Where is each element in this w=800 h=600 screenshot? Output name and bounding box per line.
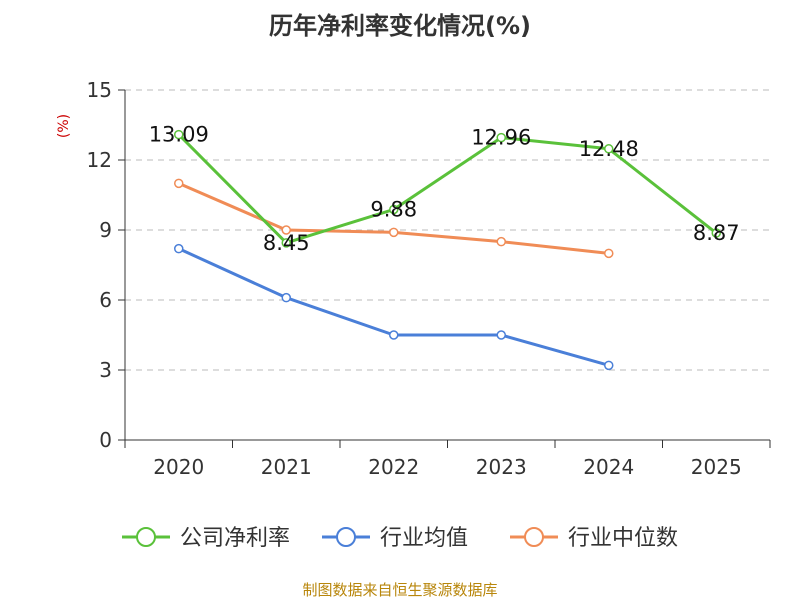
data-label: 9.88 bbox=[370, 197, 417, 221]
x-tick-label: 2023 bbox=[476, 455, 527, 479]
data-point bbox=[281, 292, 291, 303]
data-point bbox=[174, 243, 184, 254]
series-layer bbox=[174, 129, 721, 371]
data-point bbox=[281, 225, 291, 235]
legend-label: 行业均值 bbox=[380, 526, 468, 551]
data-point bbox=[174, 178, 184, 189]
y-axis-label: (%) bbox=[56, 114, 72, 138]
data-point bbox=[174, 129, 184, 140]
data-label: 12.48 bbox=[579, 137, 639, 161]
data-label: 8.87 bbox=[693, 221, 740, 245]
legend: 公司净利率 行业均值 行业中位数 bbox=[122, 526, 678, 551]
legend-item-1: 公司净利率 bbox=[122, 526, 290, 551]
axes: 0 3 6 9 12 15 2020 2021 2022 2023 2024 2025 bbox=[87, 78, 771, 479]
data-point bbox=[281, 238, 291, 248]
data-label: 13.09 bbox=[149, 123, 209, 147]
legend-item-2: 行业均值 bbox=[322, 526, 468, 551]
x-tick-label: 2025 bbox=[691, 455, 742, 479]
legend-item-3: 行业中位数 bbox=[510, 526, 678, 551]
data-point bbox=[389, 330, 399, 340]
chart-title: 历年净利率变化情况(%) bbox=[269, 12, 531, 40]
y-tick-label: 3 bbox=[99, 358, 112, 382]
data-label: 12.96 bbox=[471, 126, 531, 150]
x-tick-label: 2022 bbox=[368, 455, 419, 479]
legend-swatch-marker bbox=[524, 527, 544, 547]
y-tick-label: 0 bbox=[99, 428, 112, 452]
data-point bbox=[389, 227, 399, 238]
y-tick-label: 6 bbox=[99, 288, 112, 312]
legend-label: 公司净利率 bbox=[180, 526, 290, 551]
legend-label: 行业中位数 bbox=[568, 526, 678, 551]
series-line-1 bbox=[177, 133, 718, 245]
data-point bbox=[604, 360, 614, 371]
data-point bbox=[604, 144, 614, 154]
data-point bbox=[389, 204, 399, 215]
data-point bbox=[604, 248, 614, 259]
data-point bbox=[496, 330, 506, 340]
x-tick-label: 2024 bbox=[583, 455, 634, 479]
y-tick-label: 12 bbox=[87, 148, 112, 172]
source-note: 制图数据来自恒生聚源数据库 bbox=[302, 581, 497, 599]
y-tick-label: 15 bbox=[87, 78, 112, 102]
x-tick-label: 2021 bbox=[261, 455, 312, 479]
x-tick-label: 2020 bbox=[153, 455, 204, 479]
legend-swatch-marker bbox=[336, 527, 356, 547]
data-point bbox=[496, 236, 506, 247]
y-tick-label: 9 bbox=[99, 218, 112, 242]
data-point bbox=[711, 228, 721, 238]
data-point bbox=[496, 132, 506, 143]
legend-swatch-marker bbox=[136, 527, 156, 547]
series-line-2 bbox=[177, 247, 611, 367]
grid-lines bbox=[125, 89, 770, 371]
data-label: 8.45 bbox=[263, 231, 310, 255]
data-labels: 13.09 8.45 9.88 12.96 12.48 8.87 bbox=[149, 123, 740, 255]
